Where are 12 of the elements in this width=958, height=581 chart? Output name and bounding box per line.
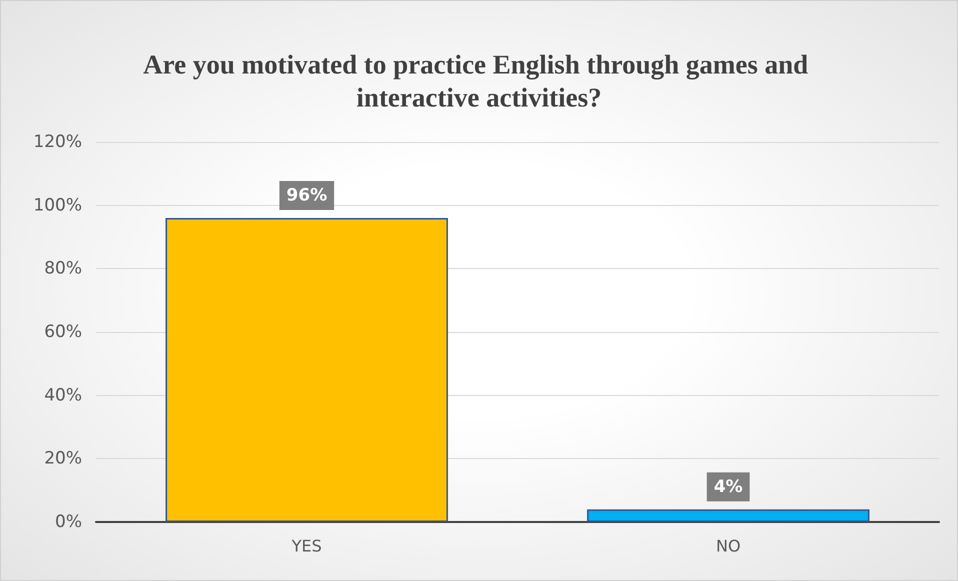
y-tick-label: 20% — [44, 448, 82, 469]
y-tick-label: 80% — [44, 258, 82, 279]
y-tick-label: 100% — [33, 195, 82, 216]
y-tick-label: 0% — [55, 512, 82, 532]
data-label: 96% — [286, 186, 328, 206]
chart-title: Are you motivated to practice English through games and interactive activities? — [143, 50, 815, 112]
data-label: 4% — [714, 476, 743, 497]
y-tick-label: 40% — [44, 385, 82, 406]
x-tick-label: NO — [716, 536, 741, 556]
y-tick-label: 120% — [33, 132, 82, 152]
y-tick-label: 60% — [44, 322, 82, 342]
x-tick-label: YES — [290, 536, 322, 556]
